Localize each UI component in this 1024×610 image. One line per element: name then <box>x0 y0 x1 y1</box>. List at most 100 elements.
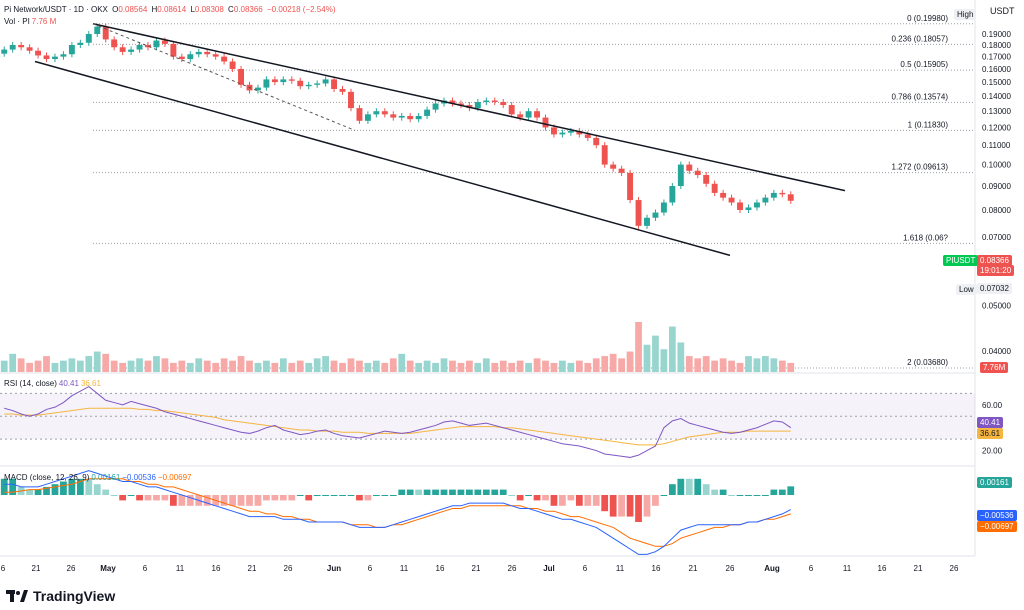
high-value: 0.08614 <box>157 5 187 14</box>
candle-body <box>500 102 507 106</box>
date-tick-label: Jun <box>327 564 341 573</box>
macd-histogram-bar <box>237 495 245 506</box>
macd-histogram-bar <box>34 489 42 495</box>
candle-body <box>398 115 405 118</box>
candle-body <box>373 111 380 115</box>
macd-histogram-bar <box>745 495 752 496</box>
macd-histogram-bar <box>60 481 67 495</box>
tradingview-logo[interactable]: TradingView <box>6 588 115 604</box>
date-tick-label: Aug <box>764 564 780 573</box>
volume-bar <box>271 362 279 372</box>
macd-histogram-bar <box>618 495 626 517</box>
low-value: 0.08308 <box>194 5 224 14</box>
macd-header: MACD (close, 12, 26, 9) 0.00161 −0.00536 −0… <box>4 473 192 482</box>
candle-body <box>128 49 135 52</box>
macd-histogram-bar <box>51 484 59 495</box>
macd-histogram-bar <box>356 495 363 501</box>
date-tick-label: 21 <box>472 564 481 573</box>
volume-bar <box>778 360 786 372</box>
candle-body <box>381 111 388 115</box>
candle-body <box>517 114 524 118</box>
macd-histogram-bar <box>601 495 609 512</box>
candle-body <box>331 79 338 89</box>
rsi-line <box>4 385 792 458</box>
candle-body <box>694 170 701 176</box>
volume-bar <box>279 358 287 372</box>
date-tick-label: 21 <box>248 564 257 573</box>
date-tick-label: 21 <box>914 564 923 573</box>
date-tick-label: 16 <box>652 564 661 573</box>
price-tick-label: 0.18000 <box>982 41 1011 50</box>
volume-header: Vol · PI 7.76 M <box>4 17 57 26</box>
date-tick-label: 11 <box>843 564 852 573</box>
volume-bar <box>525 362 532 372</box>
volume-bar <box>635 322 642 372</box>
macd-histogram-bar <box>516 495 524 501</box>
candle-body <box>432 103 439 110</box>
candle-body <box>178 56 185 60</box>
volume-bar <box>85 356 93 372</box>
candle-body <box>711 183 718 193</box>
volume-bar <box>381 362 389 372</box>
macd-histogram-bar <box>330 495 338 496</box>
candle-body <box>669 186 676 203</box>
candle-body <box>534 111 541 118</box>
price-tick-label: 0.12000 <box>982 123 1011 132</box>
fib-level-label: 0 (0.19980) <box>907 14 948 23</box>
volume-bar <box>508 362 516 372</box>
macd-histogram-bar <box>550 495 558 506</box>
price-tick-label: 0.04000 <box>982 347 1011 356</box>
candle-body <box>229 61 236 69</box>
volume-bar <box>330 360 338 372</box>
rsi-value-tag: 40.41 <box>977 417 1004 428</box>
macd-histogram-bar <box>491 489 499 495</box>
fib-anchor-line <box>92 23 356 131</box>
macd-histogram-bar <box>609 495 617 517</box>
candle-body <box>449 100 456 104</box>
macd-histogram-bar <box>482 489 490 495</box>
date-tick-label: 16 <box>212 564 221 573</box>
macd-histogram-bar <box>508 495 516 496</box>
candle-body <box>238 68 244 85</box>
candle-body <box>415 115 422 120</box>
axis-unit: USDT <box>990 6 1015 16</box>
volume-bar <box>347 358 355 372</box>
volume-bar <box>119 362 127 372</box>
date-tick-label: 26 <box>284 564 293 573</box>
macd-histogram-bar <box>313 495 321 496</box>
date-tick-label: 26 <box>726 564 735 573</box>
candle-body <box>339 88 346 92</box>
macd-histogram-bar <box>229 495 236 506</box>
volume-bar <box>246 360 253 372</box>
macd-histogram-bar <box>542 495 549 501</box>
volume-bar <box>178 360 186 372</box>
volume-bar <box>660 349 668 372</box>
candle-body <box>364 114 371 121</box>
volume-bar <box>609 353 617 372</box>
date-tick-label: 11 <box>616 564 625 573</box>
rsi-band <box>0 393 975 440</box>
volume-bar <box>753 358 761 372</box>
volume-bar <box>356 360 363 372</box>
macd-histogram-bar <box>787 486 795 495</box>
macd-histogram-bar <box>778 489 786 495</box>
macd-histogram-bar <box>102 489 110 495</box>
macd-histogram-bar <box>93 484 101 495</box>
macd-histogram-bar <box>0 478 8 495</box>
candle-body <box>18 44 25 48</box>
volume-bar <box>9 353 17 372</box>
price-tick-label: 0.11000 <box>982 141 1011 150</box>
volume-bar <box>51 362 59 372</box>
volume-bar <box>482 358 490 372</box>
candle-body <box>212 54 219 57</box>
macd-histogram-bar <box>43 486 50 495</box>
price-tick-label: 0.16000 <box>982 65 1011 74</box>
macd-hist-tag: 0.00161 <box>977 477 1012 488</box>
volume-bar <box>432 362 439 372</box>
macd-histogram-bar <box>339 495 346 496</box>
price-tick-label: 0.09000 <box>982 182 1011 191</box>
volume-bar <box>186 362 194 372</box>
volume-bar <box>339 362 346 372</box>
macd-histogram-bar <box>279 495 287 501</box>
